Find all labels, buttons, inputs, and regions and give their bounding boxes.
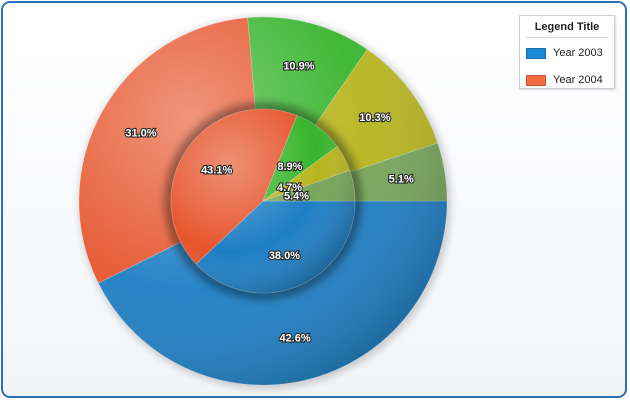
legend-swatch-year-2003	[526, 47, 546, 59]
inner-slice-label-1: 38.0%	[269, 250, 300, 262]
legend-title: Legend Title	[526, 21, 608, 38]
legend-item-year-2003[interactable]: Year 2003	[526, 45, 614, 61]
inner-slice-label-4: 4.7%	[277, 182, 302, 194]
inner-slice-label-2: 43.1%	[201, 165, 232, 177]
outer-slice-label-1: 42.6%	[279, 332, 310, 344]
legend-item-year-2004[interactable]: Year 2004	[526, 72, 614, 88]
legend: Legend Title Year 2003 Year 2004	[519, 15, 615, 89]
outer-slice-label-2: 31.0%	[125, 127, 156, 139]
inner-slice-label-5: 5.4%	[284, 190, 309, 202]
outer-slice-label-3: 10.9%	[283, 61, 314, 73]
slice-labels: 42.6% 31.0% 10.9% 10.3% 5.1% 38.0% 43.1% 8.9% 4.…	[124, 60, 415, 346]
inner-ring	[170, 108, 356, 294]
legend-swatch-year-2004	[526, 74, 546, 86]
legend-label-year-2004: Year 2004	[553, 74, 603, 86]
inner-slice-label-3: 8.9%	[277, 161, 302, 173]
outer-slice-label-5: 5.1%	[389, 174, 414, 186]
legend-label-year-2003: Year 2003	[553, 47, 603, 59]
outer-slice-label-4: 10.3%	[359, 112, 390, 124]
